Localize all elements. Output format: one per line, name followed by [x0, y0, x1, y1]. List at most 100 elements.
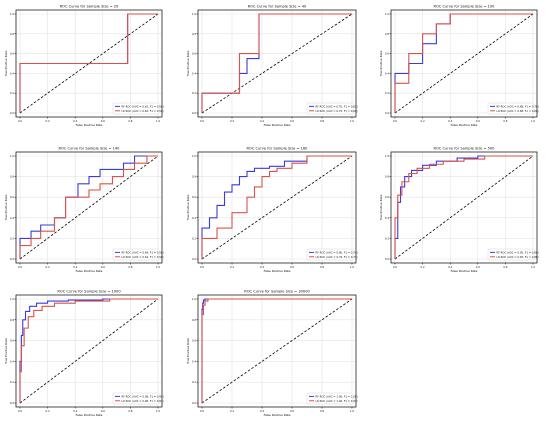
- y-tick-label: 0.2: [385, 236, 389, 240]
- x-tick-label: 0.4: [260, 409, 264, 413]
- y-axis-label: True Positive Rate: [4, 338, 8, 365]
- legend-box: [487, 102, 535, 115]
- x-tick-label: 0.0: [200, 119, 204, 123]
- y-tick-label: 0.4: [10, 359, 14, 363]
- x-tick-label: 0.4: [260, 119, 264, 123]
- y-tick-label: 1.0: [10, 297, 14, 301]
- y-tick-label: 0.4: [385, 216, 389, 220]
- y-tick-label: 0.6: [385, 52, 389, 56]
- x-axis-label: False Positive Rate: [76, 123, 103, 127]
- x-tick-label: 0.2: [421, 119, 425, 123]
- x-axis-label: False Positive Rate: [264, 123, 291, 127]
- x-axis-label: False Positive Rate: [451, 123, 478, 127]
- y-tick-label: 1.0: [385, 12, 389, 16]
- x-tick-label: 1.0: [531, 265, 535, 269]
- chance-diagonal-line: [19, 155, 159, 260]
- y-tick-label: 0.8: [192, 175, 196, 179]
- legend: RF ROC (AUC = 0.95, F1 = 0.86)LR ROC (AU…: [487, 248, 539, 261]
- y-tick-label: 0.0: [385, 111, 389, 115]
- chart-title: ROC Curve for Sample Size = 100: [434, 5, 496, 9]
- legend: RF ROC (AUC = 1.00, F1 = 1.00)LR ROC (AU…: [306, 392, 358, 405]
- x-axis-label: False Positive Rate: [76, 413, 103, 417]
- y-tick-label: 1.0: [192, 154, 196, 158]
- y-tick-label: 1.0: [192, 12, 196, 16]
- y-tick-label: 0.2: [10, 236, 14, 240]
- series-line-lr: [201, 13, 352, 113]
- y-tick-label: 0.8: [385, 175, 389, 179]
- series-line-rf: [201, 298, 352, 403]
- axes-frame: [390, 151, 538, 264]
- legend: RF ROC (AUC = 0.98, F1 = 0.95)LR ROC (AU…: [112, 392, 164, 405]
- y-tick-label: 0.6: [192, 339, 196, 343]
- x-tick-label: 0.6: [290, 119, 294, 123]
- axes-frame: [15, 151, 163, 264]
- y-tick-label: 0.0: [10, 401, 14, 405]
- chance-diagonal-line: [201, 13, 353, 114]
- legend-label-rf: RF ROC (AUC = 0.80, F1 = 0.74): [316, 250, 358, 254]
- x-tick-label: 0.6: [101, 409, 105, 413]
- x-tick-label: 0.2: [46, 265, 50, 269]
- legend-box: [112, 248, 160, 261]
- x-axis-label: False Positive Rate: [451, 269, 478, 273]
- legend-label-lr: LR ROC (AUC = 1.00, F1 = 0.97): [316, 399, 358, 403]
- y-tick-label: 0.8: [192, 318, 196, 322]
- x-tick-label: 1.0: [156, 119, 160, 123]
- roc-panel-3: 0.0 0.2 0.4 0.6 0.8 1.0 0.0 0.2 0.4 0.6 0.8 1.0 ROC …: [379, 5, 539, 127]
- x-tick-label: 0.6: [476, 265, 480, 269]
- chance-diagonal-line: [201, 155, 353, 260]
- roc-panel-7: 0.0 0.2 0.4 0.6 0.8 1.0 0.0 0.2 0.4 0.6 0.8 1.0 ROC …: [4, 290, 164, 417]
- y-tick-label: 1.0: [10, 12, 14, 16]
- x-axis-label: False Positive Rate: [264, 413, 291, 417]
- series-line-lr: [201, 155, 352, 259]
- legend-box: [112, 392, 160, 405]
- legend-label-rf: RF ROC (AUC = 0.95, F1 = 0.86): [497, 250, 539, 254]
- legend-box: [306, 102, 354, 115]
- y-tick-label: 0.0: [385, 257, 389, 261]
- y-tick-label: 0.6: [192, 52, 196, 56]
- x-tick-label: 0.0: [200, 409, 204, 413]
- y-tick-label: 0.4: [385, 71, 389, 75]
- y-tick-label: 0.8: [385, 32, 389, 36]
- roc-panel-4: 0.0 0.2 0.4 0.6 0.8 1.0 0.0 0.2 0.4 0.6 0.8 1.0 ROC …: [4, 147, 164, 273]
- chance-diagonal-line: [19, 298, 159, 404]
- chart-title: ROC Curve for Sample Size = 140: [59, 147, 121, 151]
- roc-panel-2: 0.0 0.2 0.4 0.6 0.8 1.0 0.0 0.2 0.4 0.6 0.8 1.0 ROC …: [186, 5, 358, 127]
- x-tick-label: 0.4: [448, 119, 452, 123]
- x-tick-label: 0.4: [73, 265, 77, 269]
- legend-label-rf: RF ROC (AUC = 0.98, F1 = 0.95): [122, 394, 164, 398]
- x-axis-label: False Positive Rate: [76, 269, 103, 273]
- y-tick-label: 0.0: [192, 401, 196, 405]
- y-tick-label: 0.2: [10, 380, 14, 384]
- chart-title: ROC Curve for Sample Size = 20: [60, 5, 119, 9]
- x-tick-label: 1.0: [350, 265, 354, 269]
- series-line-lr: [201, 298, 352, 403]
- roc-panel-1: 0.0 0.2 0.4 0.6 0.8 1.0 0.0 0.2 0.4 0.6 0.8 1.0 ROC …: [4, 5, 164, 127]
- legend: RF ROC (AUC = 0.70, F1 = 0.62)LR ROC (AU…: [306, 102, 358, 115]
- x-tick-label: 0.8: [503, 119, 507, 123]
- x-tick-label: 0.6: [290, 409, 294, 413]
- roc-panel-6: 0.0 0.2 0.4 0.6 0.8 1.0 0.0 0.2 0.4 0.6 0.8 1.0 ROC …: [379, 147, 539, 273]
- roc-panel-5: 0.0 0.2 0.4 0.6 0.8 1.0 0.0 0.2 0.4 0.6 0.8 1.0 ROC …: [186, 147, 358, 273]
- series-line-lr: [394, 13, 533, 113]
- x-tick-label: 1.0: [156, 409, 160, 413]
- axes-frame: [390, 9, 538, 118]
- y-axis-label: True Positive Rate: [186, 338, 190, 365]
- chart-title: ROC Curve for Sample Size = 1000: [57, 290, 121, 294]
- legend-label-lr: LR ROC (AUC = 0.96, F1 = 0.87): [122, 399, 164, 403]
- legend: RF ROC (AUC = 0.88, F1 = 0.70)LR ROC (AU…: [487, 102, 539, 115]
- legend: RF ROC (AUC = 0.64, F1 = 0.50)LR ROC (AU…: [112, 248, 164, 261]
- axes-frame: [197, 9, 357, 118]
- y-tick-label: 0.4: [10, 71, 14, 75]
- legend-box: [306, 248, 354, 261]
- x-tick-label: 1.0: [156, 265, 160, 269]
- x-tick-label: 0.6: [101, 265, 105, 269]
- series-line-lr: [19, 155, 158, 259]
- y-tick-label: 1.0: [10, 154, 14, 158]
- axes-frame: [197, 294, 357, 408]
- y-tick-label: 0.2: [192, 91, 196, 95]
- x-tick-label: 0.8: [128, 119, 132, 123]
- x-tick-label: 0.0: [393, 119, 397, 123]
- x-tick-label: 0.4: [73, 409, 77, 413]
- legend-label-rf: RF ROC (AUC = 0.70, F1 = 0.62): [316, 104, 358, 108]
- y-tick-label: 0.6: [10, 339, 14, 343]
